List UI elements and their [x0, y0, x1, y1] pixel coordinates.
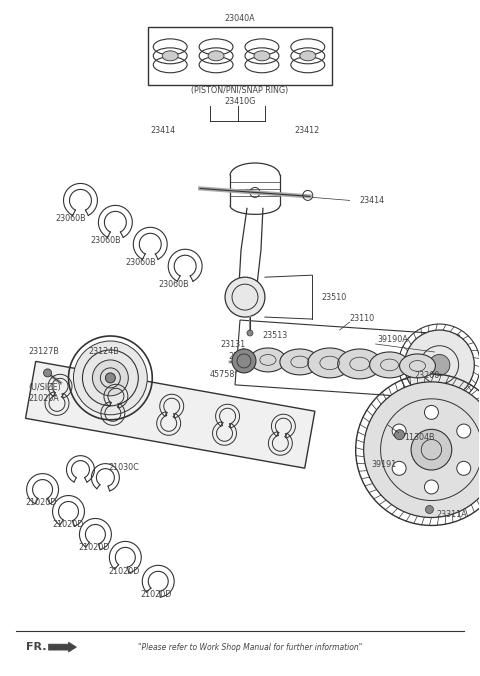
Text: 23410G: 23410G — [224, 97, 256, 106]
Text: 23040A: 23040A — [225, 14, 255, 24]
Ellipse shape — [280, 349, 320, 375]
Circle shape — [424, 480, 438, 494]
Text: 21030C: 21030C — [108, 463, 139, 472]
Text: 23131: 23131 — [220, 341, 245, 349]
Ellipse shape — [300, 51, 316, 61]
Circle shape — [411, 429, 452, 470]
Text: 23120: 23120 — [228, 352, 253, 362]
Text: (PISTON/PNI/SNAP RING): (PISTON/PNI/SNAP RING) — [192, 87, 288, 95]
Ellipse shape — [208, 51, 224, 61]
Text: 23124B: 23124B — [88, 347, 119, 356]
Text: FR.: FR. — [25, 642, 46, 652]
Text: 45758: 45758 — [210, 370, 236, 379]
Circle shape — [424, 406, 438, 419]
Text: 21020A: 21020A — [29, 394, 60, 404]
Ellipse shape — [254, 51, 270, 61]
Circle shape — [247, 330, 253, 336]
Text: 23060B: 23060B — [56, 214, 86, 223]
Text: 21020D: 21020D — [108, 566, 140, 576]
Text: 23510: 23510 — [322, 293, 347, 301]
Text: (U/SIZE): (U/SIZE) — [29, 383, 61, 392]
Circle shape — [44, 369, 51, 377]
Circle shape — [395, 430, 405, 439]
Circle shape — [106, 373, 115, 383]
Circle shape — [392, 424, 406, 438]
Text: 11304B: 11304B — [405, 433, 435, 442]
Circle shape — [93, 360, 128, 396]
Circle shape — [457, 424, 471, 438]
Text: 21020D: 21020D — [78, 543, 110, 552]
Circle shape — [405, 330, 474, 400]
Circle shape — [232, 349, 256, 373]
Text: 23414: 23414 — [150, 126, 175, 135]
Circle shape — [429, 354, 450, 375]
Text: 23311A: 23311A — [436, 510, 467, 519]
Text: 23513: 23513 — [262, 331, 287, 339]
Text: 23060B: 23060B — [90, 236, 121, 245]
Ellipse shape — [162, 51, 178, 61]
Polygon shape — [25, 362, 315, 468]
Circle shape — [73, 341, 147, 415]
Text: "Please refer to Work Shop Manual for further information": "Please refer to Work Shop Manual for fu… — [138, 643, 362, 652]
Ellipse shape — [308, 348, 352, 378]
Text: 23412: 23412 — [295, 126, 320, 135]
Text: 21020D: 21020D — [52, 520, 84, 529]
Text: 23110: 23110 — [350, 314, 375, 322]
Circle shape — [457, 461, 471, 475]
Text: 23127B: 23127B — [29, 347, 60, 356]
Text: 21020D: 21020D — [140, 589, 172, 599]
Circle shape — [364, 382, 480, 518]
Text: 23060B: 23060B — [125, 258, 156, 267]
Text: 21020D: 21020D — [25, 498, 57, 507]
Bar — [148, 27, 332, 84]
Ellipse shape — [338, 349, 382, 379]
Text: 39190A: 39190A — [378, 335, 408, 345]
Ellipse shape — [250, 348, 286, 372]
Ellipse shape — [370, 352, 409, 378]
Circle shape — [225, 277, 265, 317]
Text: 39191: 39191 — [372, 460, 397, 469]
Ellipse shape — [399, 354, 435, 378]
FancyArrow shape — [48, 642, 76, 652]
Text: 23060B: 23060B — [158, 280, 189, 289]
Circle shape — [425, 506, 433, 514]
Circle shape — [392, 461, 406, 475]
Text: 23414: 23414 — [360, 196, 385, 205]
Text: 23260: 23260 — [415, 371, 440, 381]
